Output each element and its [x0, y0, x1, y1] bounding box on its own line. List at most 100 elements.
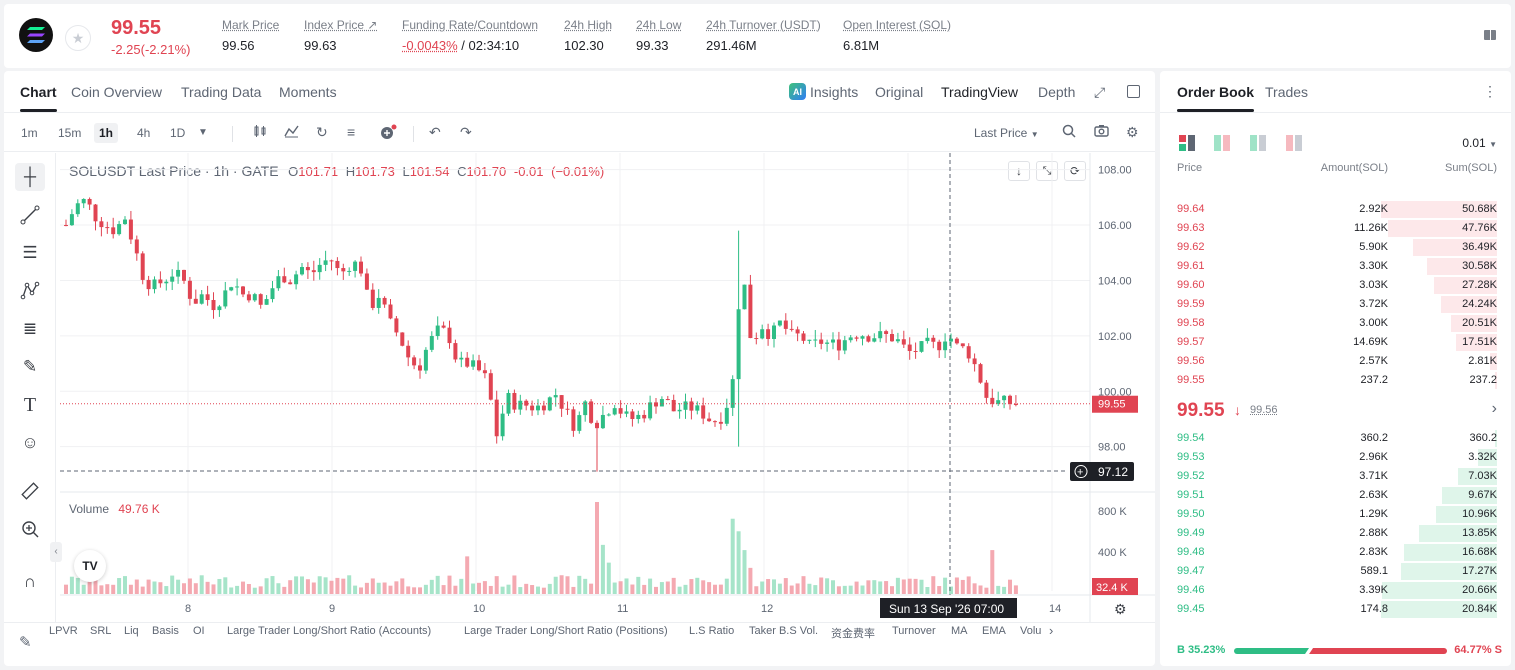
chevron-down-icon[interactable]: ▼	[198, 127, 208, 138]
layout-bids-icon[interactable]	[1250, 135, 1266, 156]
ask-row[interactable]: 99.58 3.00K 20.51K	[1160, 314, 1511, 333]
redo-icon[interactable]: ↷	[460, 124, 472, 140]
chevron-right-icon[interactable]: ›	[1491, 400, 1497, 417]
book-icon[interactable]	[1483, 28, 1497, 42]
indicators-icon[interactable]	[284, 124, 299, 141]
bid-row[interactable]: 99.46 3.39K 20.66K	[1160, 581, 1511, 600]
ask-row[interactable]: 99.63 11.26K 47.76K	[1160, 219, 1511, 238]
search-icon[interactable]	[1062, 124, 1076, 141]
arrow-down-icon[interactable]: ↓	[1008, 161, 1030, 181]
settings-icon[interactable]: ⚙	[1114, 601, 1127, 617]
ask-row[interactable]: 99.55 237.2 237.2	[1160, 371, 1511, 390]
stat-index-price[interactable]: Index Price ↗ 99.63	[304, 18, 377, 53]
ask-row[interactable]: 99.61 3.30K 30.58K	[1160, 257, 1511, 276]
indicator-taker-bs-vol[interactable]: Taker B.S Vol.	[749, 625, 819, 637]
indicator-liq[interactable]: Liq	[124, 625, 139, 637]
emoji-icon[interactable]: ☺	[21, 433, 39, 452]
precision-select[interactable]: 0.01 ▼	[1462, 136, 1497, 150]
undo-icon[interactable]: ↶	[429, 124, 441, 140]
legend-change-pct: (−0.01%)	[551, 164, 605, 179]
indicator-large-trader-positions[interactable]: Large Trader Long/Short Ratio (Positions…	[464, 625, 668, 637]
favorite-star-icon[interactable]: ★	[65, 25, 91, 51]
collapse-icon[interactable]: ⤡	[1036, 161, 1058, 181]
interval-1d[interactable]: 1D	[170, 126, 186, 140]
fib-icon[interactable]: ≣	[22, 319, 38, 338]
indicator-funding-rate[interactable]: 资金费率	[831, 628, 875, 640]
indicator-basis[interactable]: Basis	[152, 625, 179, 637]
volume-bar	[388, 585, 393, 594]
tab-tradingview[interactable]: TradingView	[941, 84, 1019, 100]
indicator-volume[interactable]: Volu	[1020, 625, 1042, 637]
indicator-large-trader-accounts[interactable]: Large Trader Long/Short Ratio (Accounts)	[227, 625, 432, 637]
bid-row[interactable]: 99.48 2.83K 16.68K	[1160, 543, 1511, 562]
volume-bar	[665, 581, 670, 594]
price-chart[interactable]: 108.00 106.00 104.00 102.00 100.00 98.00 800 K…	[4, 71, 1155, 666]
collapse-toolbar-icon[interactable]: ‹	[50, 542, 62, 562]
bid-row[interactable]: 99.50 1.29K 10.96K	[1160, 505, 1511, 524]
tradingview-logo[interactable]: TV	[74, 550, 106, 582]
tab-depth[interactable]: Depth	[1038, 84, 1076, 100]
zoom-in-icon[interactable]	[15, 515, 45, 543]
bid-row[interactable]: 99.47 589.1 17.27K	[1160, 562, 1511, 581]
more-icon[interactable]: ⋮	[1483, 83, 1497, 99]
candle-type-icon[interactable]	[253, 124, 267, 141]
volume-bar	[990, 550, 995, 594]
edit-icon[interactable]: ✎	[19, 634, 32, 651]
tab-trading-data[interactable]: Trading Data	[181, 84, 262, 100]
bid-row[interactable]: 99.49 2.88K 13.85K	[1160, 524, 1511, 543]
tab-trades[interactable]: Trades	[1265, 84, 1309, 100]
text-icon[interactable]: T	[23, 393, 37, 416]
indicator-ma[interactable]: MA	[951, 625, 968, 637]
alert-add-icon[interactable]	[380, 124, 397, 143]
layout-both-icon[interactable]	[1179, 135, 1195, 156]
indicator-lpvr[interactable]: LPVR	[49, 625, 78, 637]
interval-4h[interactable]: 4h	[137, 126, 151, 140]
magnet-icon[interactable]: ∩	[23, 572, 37, 591]
layout-bids-asks-icon[interactable]	[1214, 135, 1230, 156]
ruler-icon[interactable]	[15, 477, 45, 505]
indicator-srl[interactable]: SRL	[90, 625, 112, 637]
interval-1m[interactable]: 1m	[21, 126, 38, 140]
brush-icon[interactable]: ✎	[22, 357, 38, 376]
window-icon[interactable]	[1127, 85, 1140, 98]
ask-row[interactable]: 99.56 2.57K 2.81K	[1160, 352, 1511, 371]
templates-icon[interactable]: ≡	[347, 124, 356, 140]
ask-row[interactable]: 99.60 3.03K 27.28K	[1160, 276, 1511, 295]
ask-row[interactable]: 99.59 3.72K 24.24K	[1160, 295, 1511, 314]
pattern-icon[interactable]	[15, 277, 45, 305]
horizontal-lines-icon[interactable]: ☰	[22, 243, 38, 262]
ask-row[interactable]: 99.62 5.90K 36.49K	[1160, 238, 1511, 257]
tab-chart[interactable]: Chart	[20, 84, 57, 112]
fullscreen-icon[interactable]: ⤢	[1094, 84, 1106, 100]
bid-row[interactable]: 99.54 360.2 360.2	[1160, 429, 1511, 448]
interval-1h[interactable]: 1h	[94, 123, 119, 143]
candle-body	[471, 360, 476, 367]
volume-bar	[370, 578, 375, 594]
chevron-right-icon[interactable]: ›	[1049, 623, 1054, 638]
crosshair-icon[interactable]: ┼	[15, 163, 45, 191]
indicator-ema[interactable]: EMA	[982, 625, 1006, 637]
trendline-icon[interactable]	[15, 201, 45, 229]
bid-row[interactable]: 99.53 2.96K 3.32K	[1160, 448, 1511, 467]
tab-insights[interactable]: Insights	[810, 84, 859, 100]
camera-icon[interactable]	[1094, 124, 1109, 140]
ask-row[interactable]: 99.57 14.69K 17.51K	[1160, 333, 1511, 352]
interval-15m[interactable]: 15m	[58, 126, 82, 140]
tab-moments[interactable]: Moments	[279, 84, 337, 100]
gear-icon[interactable]: ⚙	[1126, 124, 1139, 140]
layout-asks-icon[interactable]	[1286, 135, 1302, 156]
tab-original[interactable]: Original	[875, 84, 924, 100]
indicator-turnover[interactable]: Turnover	[892, 625, 936, 637]
indicator-oi[interactable]: OI	[193, 625, 205, 637]
tab-coin-overview[interactable]: Coin Overview	[71, 84, 163, 100]
bid-row[interactable]: 99.51 2.63K 9.67K	[1160, 486, 1511, 505]
indicator-ls-ratio[interactable]: L.S Ratio	[689, 625, 735, 637]
replay-icon[interactable]: ↻	[316, 124, 328, 140]
bid-row[interactable]: 99.45 174.8 20.84K	[1160, 600, 1511, 619]
price-type-select[interactable]: Last Price ▼	[974, 126, 1039, 140]
bid-row[interactable]: 99.52 3.71K 7.03K	[1160, 467, 1511, 486]
ask-row[interactable]: 99.64 2.92K 50.68K	[1160, 200, 1511, 219]
reset-icon[interactable]: ⟳	[1064, 161, 1086, 181]
volume-bar	[211, 584, 216, 594]
tab-order-book[interactable]: Order Book	[1177, 84, 1255, 112]
